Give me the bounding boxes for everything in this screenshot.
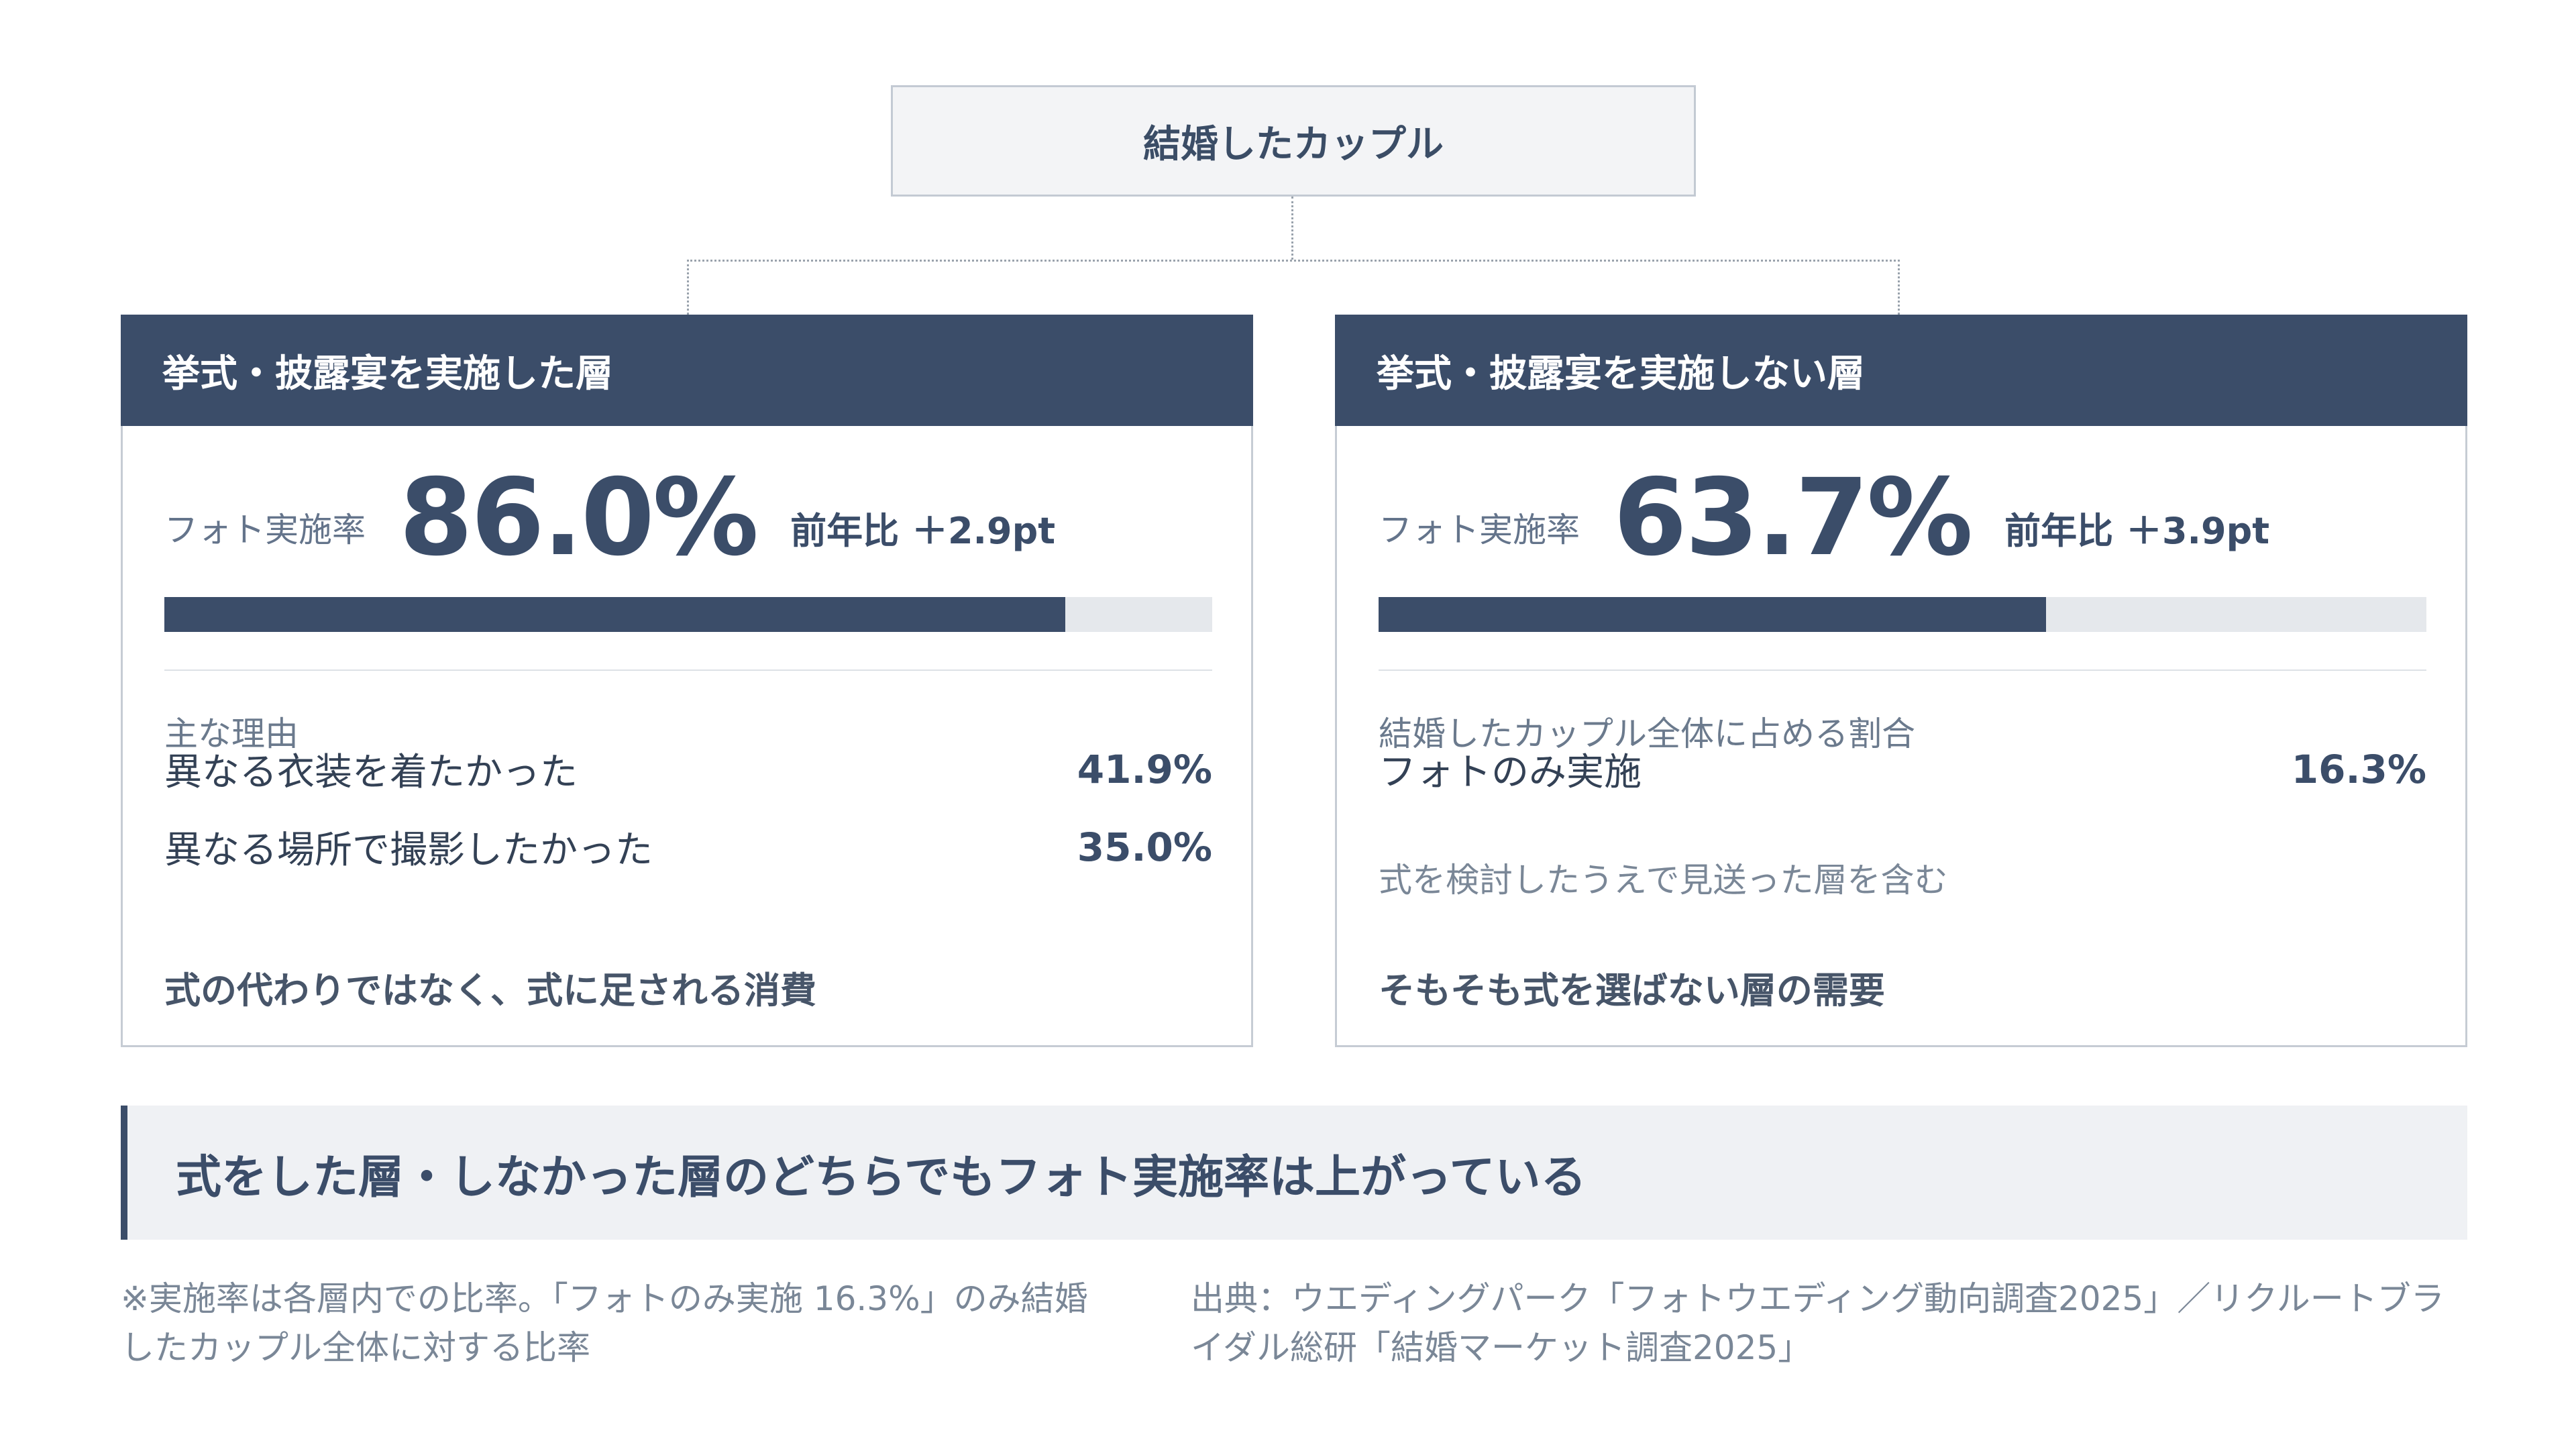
card-summary: そもそも式を選ばない層の需要	[1379, 969, 1885, 1012]
stat-row: フォト実施率 63.7% 前年比 ＋3.9pt	[1379, 465, 2270, 571]
card-ceremony-held: 挙式・披露宴を実施した層 フォト実施率 86.0% 前年比 ＋2.9pt 主な理…	[121, 315, 1253, 1047]
progress-track	[1379, 597, 2426, 632]
card-header: 挙式・披露宴を実施しない層	[1335, 315, 2467, 426]
share-value: 16.3%	[2291, 746, 2426, 792]
share-row: フォトのみ実施 16.3%	[1379, 742, 2426, 796]
reason-value: 41.9%	[1077, 746, 1212, 792]
reason-label: 異なる場所で撮影したかった	[164, 828, 653, 872]
reason-value: 35.0%	[1077, 824, 1212, 870]
stat-label: フォト実施率	[1379, 511, 1580, 549]
reason-row: 異なる場所で撮影したかった 35.0%	[164, 820, 1212, 874]
connector-trunk	[1291, 197, 1293, 260]
card-header-title: 挙式・披露宴を実施した層	[162, 352, 613, 396]
stat-delta: 前年比 ＋3.9pt	[2004, 509, 2270, 552]
stat-value: 86.0%	[399, 456, 759, 580]
card-header: 挙式・披露宴を実施した層	[121, 315, 1253, 426]
card-header-title: 挙式・披露宴を実施しない層	[1377, 352, 1865, 396]
root-node: 結婚したカップル	[891, 85, 1696, 197]
divider	[164, 669, 1212, 671]
card-ceremony-not-held: 挙式・披露宴を実施しない層 フォト実施率 63.7% 前年比 ＋3.9pt 結婚…	[1335, 315, 2467, 1047]
reason-label: 異なる衣装を着たかった	[164, 751, 578, 794]
progress-fill	[1379, 597, 2046, 632]
progress-fill	[164, 597, 1066, 632]
section-label: 結婚したカップル全体に占める割合	[1379, 714, 1915, 753]
connector-left	[687, 260, 689, 315]
share-label: フォトのみ実施	[1379, 751, 1642, 794]
footnote-source: 出典：ウエディングパーク「フォトウエディング動向調査2025」／リクルートブライ…	[1191, 1279, 2445, 1367]
reason-row: 異なる衣装を着たかった 41.9%	[164, 742, 1212, 796]
connector-right	[1898, 260, 1900, 315]
stat-delta: 前年比 ＋2.9pt	[790, 509, 1056, 552]
root-node-title: 結婚したカップル	[1143, 122, 1444, 166]
progress-track	[164, 597, 1212, 632]
stat-label: フォト実施率	[164, 511, 366, 549]
divider	[1379, 669, 2426, 671]
stat-row: フォト実施率 86.0% 前年比 ＋2.9pt	[164, 465, 1056, 571]
conclusion-text: 式をした層・しなかった層のどちらでもフォト実施率は上がっている	[176, 1150, 1587, 1204]
card-summary: 式の代わりではなく、式に足される消費	[164, 969, 816, 1012]
section-label: 主な理由	[164, 714, 299, 753]
footnote-note: ※実施率は各層内での比率。「フォトのみ実施 16.3%」のみ結婚したカップル全体…	[121, 1279, 1088, 1367]
connector-branch	[687, 260, 1900, 262]
stat-value: 63.7%	[1613, 456, 1973, 580]
share-note: 式を検討したうえで見送った層を含む	[1379, 861, 1948, 900]
conclusion-banner: 式をした層・しなかった層のどちらでもフォト実施率は上がっている	[121, 1106, 2467, 1240]
